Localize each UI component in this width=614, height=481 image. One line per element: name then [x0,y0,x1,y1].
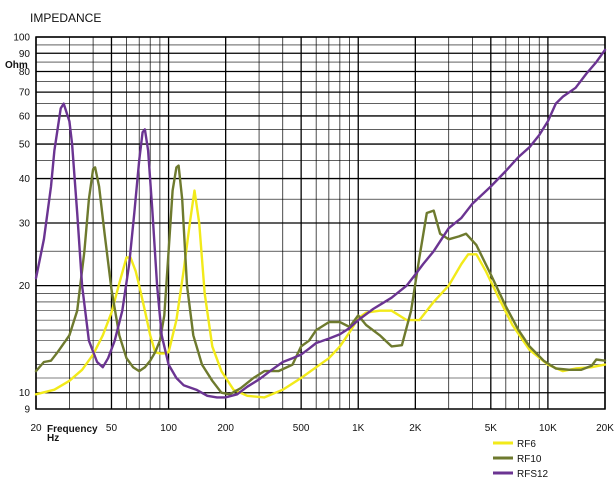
y-tick-label: 70 [19,88,31,99]
y-tick-label: 50 [19,140,31,151]
legend: RF6 RF10 RFS12 [493,439,549,480]
legend-label-rf6: RF6 [517,439,536,450]
series-line-rf10 [34,164,607,396]
plot-border [35,36,606,410]
chart-title: IMPEDANCE [30,11,101,25]
x-tick-label: 50 [106,423,118,434]
y-tick-label: 9 [24,405,30,416]
x-tick-label: 20 [30,423,42,434]
x-tick-label: 10K [539,423,557,434]
y-axis-unit-label: Ohm [5,60,28,71]
y-tick-label: 10 [19,388,31,399]
series-line-rf6 [34,189,607,399]
grid [35,36,606,410]
series-lines [34,48,607,399]
y-tick-label: 60 [19,111,31,122]
x-tick-label: 2K [409,423,422,434]
tick-labels: 20 50 100 200 500 1K 2K 5K 10K 20K 9 10 20 30 40 50 60 70… [13,33,614,435]
y-tick-label: 20 [19,281,31,292]
series-line-rfs12 [34,48,607,399]
y-tick-label: 90 [19,49,31,60]
x-axis-unit-label: Hz [47,433,59,444]
x-tick-label: 5K [485,423,498,434]
x-tick-label: 100 [160,423,177,434]
y-tick-label: 30 [19,219,31,230]
x-tick-label: 20K [596,423,614,434]
y-tick-label: 100 [13,33,30,44]
y-tick-label: 40 [19,174,31,185]
x-tick-label: 1K [352,423,365,434]
x-tick-label: 500 [293,423,310,434]
legend-label-rf10: RF10 [517,454,542,465]
legend-label-rfs12: RFS12 [517,469,549,480]
y-tick-label: 80 [19,67,31,78]
x-axis-label: Frequency [47,424,98,435]
x-tick-label: 200 [217,423,234,434]
